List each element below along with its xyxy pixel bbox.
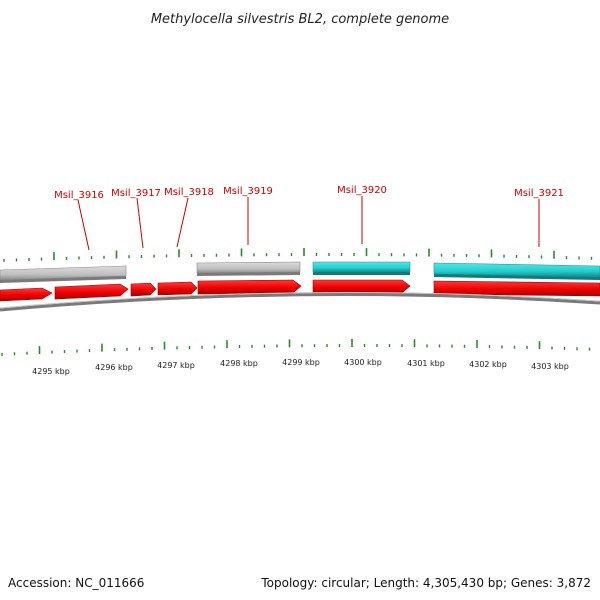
genome-backbone (0, 292, 600, 312)
gene-label-4[interactable]: Msil_3919 (223, 186, 273, 245)
gene-label-6[interactable]: Msil_3921 (514, 188, 564, 247)
kbp-label: 4298 kbp (220, 359, 258, 368)
kbp-label: 4299 kbp (282, 358, 320, 367)
accession-text: Accession: NC_011666 (8, 576, 145, 590)
gene-label-text: Msil_3921 (514, 188, 564, 199)
kbp-label: 4297 kbp (157, 361, 195, 370)
kbp-scale-labels: 4295 kbp 4296 kbp 4297 kbp 4298 kbp 4299… (32, 358, 569, 376)
kbp-label: 4300 kbp (344, 358, 382, 367)
cds-arrow-1 (0, 287, 53, 302)
feature-cyan-1 (312, 261, 411, 273)
upper-scale-ticks (3, 248, 593, 262)
kbp-label: 4296 kbp (95, 363, 133, 372)
gene-label-text: Msil_3918 (164, 187, 214, 198)
gene-label-5[interactable]: Msil_3920 (337, 185, 387, 244)
feature-cyan-2-shadow (434, 274, 600, 280)
feature-cyan-2 (433, 262, 600, 278)
cds-arrow-6 (312, 279, 411, 294)
lower-scale-ticks (1, 339, 591, 356)
gene-label-2[interactable]: Msil_3917 (111, 188, 161, 249)
feature-gray-2 (196, 261, 301, 274)
genome-backbone-highlight (0, 291, 600, 309)
genome-title: Methylocella silvestris BL2, complete ge… (151, 12, 449, 27)
gene-label-3[interactable]: Msil_3918 (164, 187, 214, 248)
cds-arrow-7 (433, 280, 600, 297)
feature-cyan-1-shadow (313, 272, 410, 275)
gene-label-text: Msil_3920 (337, 185, 387, 196)
cds-arrow-4 (157, 281, 198, 296)
feature-gray-1-shadow (0, 276, 126, 283)
cds-arrow-3 (130, 282, 157, 297)
feature-gray-2-shadow (197, 272, 300, 276)
kbp-label: 4301 kbp (407, 359, 445, 368)
cds-arrow-2 (54, 283, 129, 300)
gene-label-text: Msil_3919 (223, 186, 273, 197)
gene-label-text: Msil_3916 (54, 190, 104, 201)
gene-label-1[interactable]: Msil_3916 (54, 190, 104, 251)
gene-label-text: Msil_3917 (111, 188, 161, 199)
kbp-label: 4295 kbp (32, 367, 70, 376)
kbp-label: 4302 kbp (469, 360, 507, 369)
genome-summary-text: Topology: circular; Length: 4,305,430 bp… (261, 576, 591, 590)
kbp-label: 4303 kbp (531, 362, 569, 371)
cds-arrow-5 (197, 279, 302, 295)
